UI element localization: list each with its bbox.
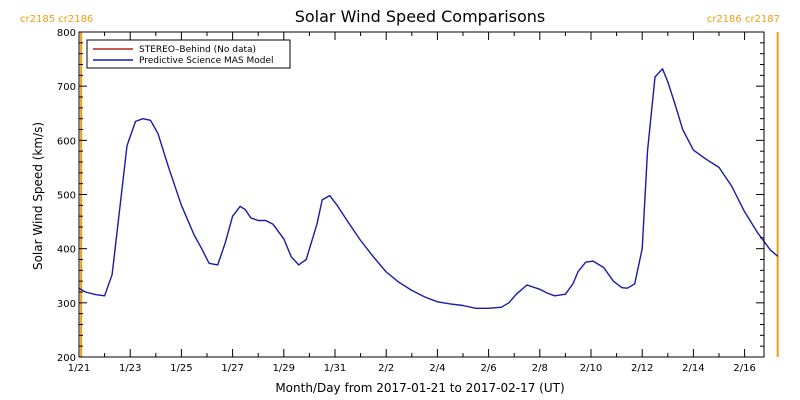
x-tick-label: 1/23 <box>119 363 141 374</box>
x-tick-label: 2/12 <box>631 363 653 374</box>
x-tick-label: 2/4 <box>429 363 445 374</box>
x-tick-label: 2/16 <box>733 363 755 374</box>
legend-label: Predictive Science MAS Model <box>139 56 274 66</box>
legend-box <box>86 39 291 69</box>
y-tick-label: 400 <box>57 245 76 256</box>
x-tick-label: 2/8 <box>532 363 548 374</box>
legend-label: STEREO–Behind (No data) <box>139 45 256 55</box>
y-tick-label: 800 <box>57 28 76 39</box>
carrington-marker-label: cr2186 cr2187 <box>707 14 780 25</box>
x-tick-label: 2/6 <box>481 363 497 374</box>
legend: STEREO–Behind (No data)Predictive Scienc… <box>86 39 291 69</box>
x-tick-label: 2/14 <box>682 363 704 374</box>
x-tick-label: 2/10 <box>580 363 602 374</box>
y-axis-label: Solar Wind Speed (km/s) <box>31 122 45 270</box>
y-tick-label: 500 <box>57 191 76 202</box>
carrington-marker-label: cr2185 cr2186 <box>20 14 93 25</box>
y-tick-label: 300 <box>57 299 76 310</box>
x-tick-label: 1/21 <box>68 363 90 374</box>
series-line <box>78 68 779 309</box>
chart-title: Solar Wind Speed Comparisons <box>295 7 546 26</box>
x-tick-label: 1/25 <box>170 363 192 374</box>
x-tick-label: 1/31 <box>324 363 346 374</box>
x-tick-label: 1/29 <box>273 363 295 374</box>
x-tick-label: 2/2 <box>378 363 394 374</box>
x-tick-label: 1/27 <box>221 363 243 374</box>
y-tick-label: 200 <box>57 353 76 364</box>
x-axis-label: Month/Day from 2017-01-21 to 2017-02-17 … <box>275 381 564 395</box>
y-axis: 200 300 400 500 600 700 800 <box>57 28 764 364</box>
plot-frame <box>78 31 765 358</box>
y-tick-label: 700 <box>57 82 76 93</box>
series-lines <box>78 68 779 309</box>
x-axis: 1/21 1/23 1/25 1/27 1/29 1/31 2/2 2/4 2/6 2/8 2/10… <box>68 32 756 374</box>
y-tick-label: 600 <box>57 136 76 147</box>
